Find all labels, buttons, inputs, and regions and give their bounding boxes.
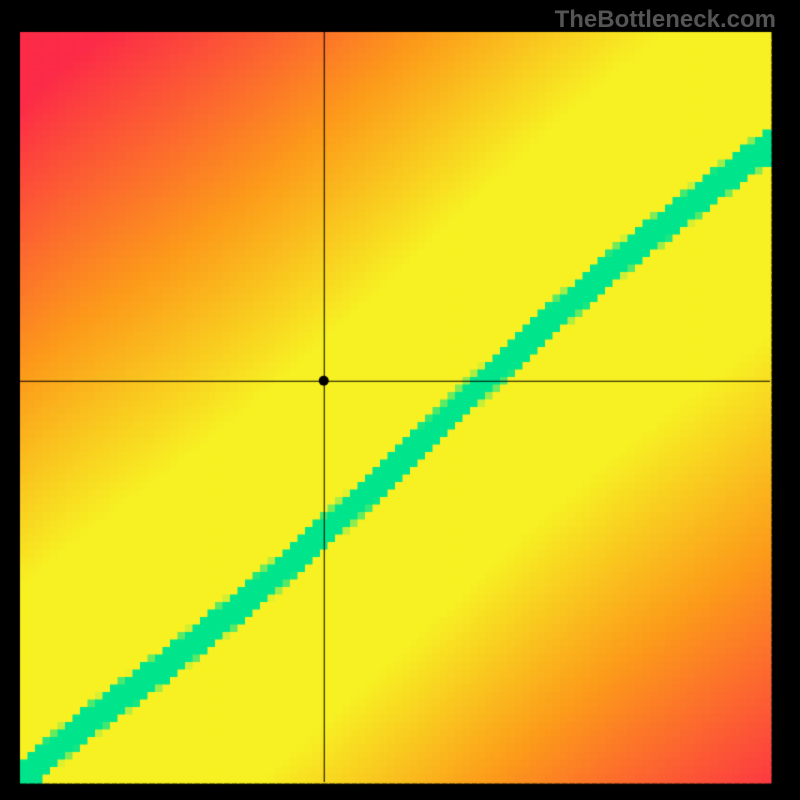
bottleneck-heatmap: [0, 0, 800, 800]
watermark-text: TheBottleneck.com: [555, 6, 776, 34]
